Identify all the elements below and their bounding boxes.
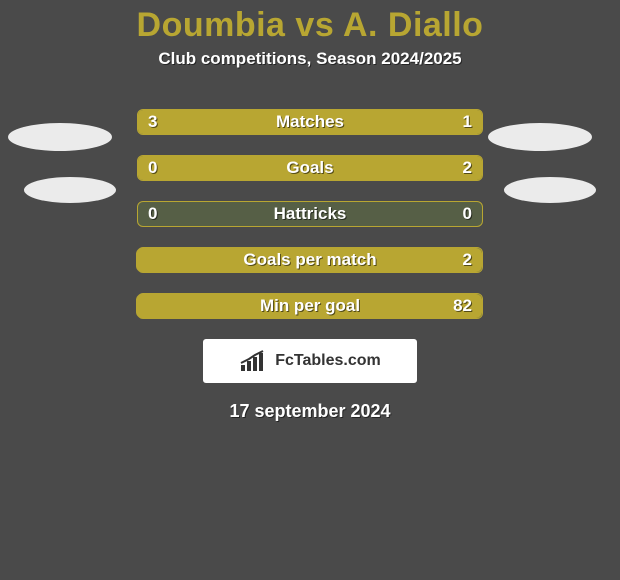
stat-value-right: 1 bbox=[463, 112, 472, 132]
brand-badge: FcTables.com bbox=[203, 339, 417, 383]
player2-name: A. Diallo bbox=[343, 6, 484, 44]
stat-row: 3 1 Matches bbox=[137, 109, 483, 135]
stat-label: Goals bbox=[286, 158, 333, 178]
bar-track: 2 Goals per match bbox=[137, 247, 483, 273]
stat-value-right: 82 bbox=[453, 296, 472, 316]
content: Doumbia vs A. Diallo Club competitions, … bbox=[0, 0, 620, 422]
bar-fill-right bbox=[198, 156, 482, 180]
stat-value-right: 2 bbox=[463, 158, 472, 178]
stat-label: Matches bbox=[276, 112, 344, 132]
comparison-chart: 3 1 Matches 0 2 Goals 0 0 Hattricks 2 Goals per ma… bbox=[0, 109, 620, 319]
stat-value-left: 0 bbox=[148, 204, 157, 224]
bar-track: 0 2 Goals bbox=[137, 155, 483, 181]
stat-value-left: 3 bbox=[148, 112, 157, 132]
player1-name: Doumbia bbox=[137, 6, 286, 44]
bar-track: 0 0 Hattricks bbox=[137, 201, 483, 227]
stat-row: 2 Goals per match bbox=[137, 247, 483, 273]
date-text: 17 september 2024 bbox=[0, 401, 620, 422]
page-title: Doumbia vs A. Diallo bbox=[0, 6, 620, 45]
stat-value-left: 0 bbox=[148, 158, 157, 178]
stat-value-right: 2 bbox=[463, 250, 472, 270]
bars-icon bbox=[239, 349, 269, 373]
stat-label: Min per goal bbox=[260, 296, 360, 316]
stat-row: 0 0 Hattricks bbox=[137, 201, 483, 227]
stat-label: Goals per match bbox=[243, 250, 376, 270]
bar-track: 3 1 Matches bbox=[137, 109, 483, 135]
stat-label: Hattricks bbox=[274, 204, 347, 224]
brand-text: FcTables.com bbox=[275, 352, 381, 370]
vs-text: vs bbox=[295, 6, 334, 44]
subtitle: Club competitions, Season 2024/2025 bbox=[0, 49, 620, 69]
bar-track: 82 Min per goal bbox=[137, 293, 483, 319]
stat-row: 0 2 Goals bbox=[137, 155, 483, 181]
stat-value-right: 0 bbox=[463, 204, 472, 224]
bar-fill-left bbox=[138, 110, 398, 134]
stat-row: 82 Min per goal bbox=[137, 293, 483, 319]
